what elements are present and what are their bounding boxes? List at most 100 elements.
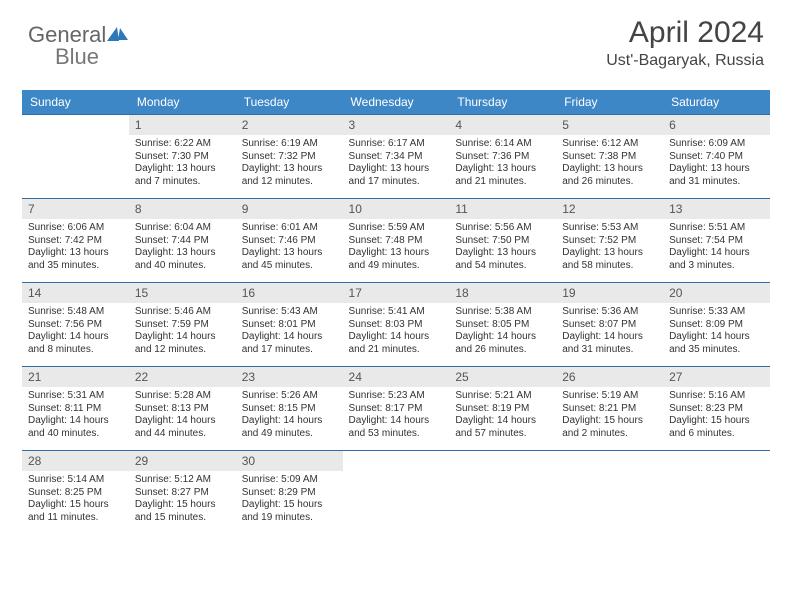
day-content: Sunrise: 5:28 AMSunset: 8:13 PMDaylight:… — [129, 387, 236, 444]
calendar-cell: 30Sunrise: 5:09 AMSunset: 8:29 PMDayligh… — [236, 451, 343, 535]
header: General Blue April 2024 Ust'-Bagaryak, R… — [0, 0, 792, 90]
calendar-cell: 14Sunrise: 5:48 AMSunset: 7:56 PMDayligh… — [22, 283, 129, 367]
day-number: 27 — [663, 367, 770, 387]
day-content: Sunrise: 5:16 AMSunset: 8:23 PMDaylight:… — [663, 387, 770, 444]
calendar-cell: 2Sunrise: 6:19 AMSunset: 7:32 PMDaylight… — [236, 115, 343, 199]
calendar-cell: 15Sunrise: 5:46 AMSunset: 7:59 PMDayligh… — [129, 283, 236, 367]
day-number: 4 — [449, 115, 556, 135]
calendar-row: 14Sunrise: 5:48 AMSunset: 7:56 PMDayligh… — [22, 283, 770, 367]
brand-sail2-icon — [118, 28, 128, 40]
calendar-cell: 28Sunrise: 5:14 AMSunset: 8:25 PMDayligh… — [22, 451, 129, 535]
calendar-row: 28Sunrise: 5:14 AMSunset: 8:25 PMDayligh… — [22, 451, 770, 535]
calendar-head: SundayMondayTuesdayWednesdayThursdayFrid… — [22, 90, 770, 115]
calendar-cell: 8Sunrise: 6:04 AMSunset: 7:44 PMDaylight… — [129, 199, 236, 283]
day-content: Sunrise: 5:51 AMSunset: 7:54 PMDaylight:… — [663, 219, 770, 276]
day-number: 11 — [449, 199, 556, 219]
day-header: Sunday — [22, 90, 129, 115]
calendar-cell: 23Sunrise: 5:26 AMSunset: 8:15 PMDayligh… — [236, 367, 343, 451]
day-number: 17 — [343, 283, 450, 303]
day-content: Sunrise: 6:19 AMSunset: 7:32 PMDaylight:… — [236, 135, 343, 192]
day-content: Sunrise: 5:59 AMSunset: 7:48 PMDaylight:… — [343, 219, 450, 276]
day-number: 7 — [22, 199, 129, 219]
day-content: Sunrise: 6:14 AMSunset: 7:36 PMDaylight:… — [449, 135, 556, 192]
calendar-cell — [343, 451, 450, 535]
brand-part2: Blue — [55, 44, 99, 70]
day-header: Thursday — [449, 90, 556, 115]
calendar-cell: 3Sunrise: 6:17 AMSunset: 7:34 PMDaylight… — [343, 115, 450, 199]
calendar-cell: 21Sunrise: 5:31 AMSunset: 8:11 PMDayligh… — [22, 367, 129, 451]
calendar-cell: 5Sunrise: 6:12 AMSunset: 7:38 PMDaylight… — [556, 115, 663, 199]
day-content: Sunrise: 5:31 AMSunset: 8:11 PMDaylight:… — [22, 387, 129, 444]
calendar-table: SundayMondayTuesdayWednesdayThursdayFrid… — [22, 90, 770, 535]
day-content: Sunrise: 5:48 AMSunset: 7:56 PMDaylight:… — [22, 303, 129, 360]
day-content: Sunrise: 6:01 AMSunset: 7:46 PMDaylight:… — [236, 219, 343, 276]
day-content: Sunrise: 5:53 AMSunset: 7:52 PMDaylight:… — [556, 219, 663, 276]
day-content: Sunrise: 5:46 AMSunset: 7:59 PMDaylight:… — [129, 303, 236, 360]
day-number: 6 — [663, 115, 770, 135]
calendar-cell — [556, 451, 663, 535]
calendar-cell: 4Sunrise: 6:14 AMSunset: 7:36 PMDaylight… — [449, 115, 556, 199]
day-content: Sunrise: 6:17 AMSunset: 7:34 PMDaylight:… — [343, 135, 450, 192]
day-content: Sunrise: 5:12 AMSunset: 8:27 PMDaylight:… — [129, 471, 236, 528]
calendar-row: 1Sunrise: 6:22 AMSunset: 7:30 PMDaylight… — [22, 115, 770, 199]
calendar-cell: 7Sunrise: 6:06 AMSunset: 7:42 PMDaylight… — [22, 199, 129, 283]
day-content: Sunrise: 6:06 AMSunset: 7:42 PMDaylight:… — [22, 219, 129, 276]
day-content: Sunrise: 6:04 AMSunset: 7:44 PMDaylight:… — [129, 219, 236, 276]
day-content: Sunrise: 5:26 AMSunset: 8:15 PMDaylight:… — [236, 387, 343, 444]
day-number: 12 — [556, 199, 663, 219]
calendar-cell: 12Sunrise: 5:53 AMSunset: 7:52 PMDayligh… — [556, 199, 663, 283]
day-number: 8 — [129, 199, 236, 219]
calendar-cell: 13Sunrise: 5:51 AMSunset: 7:54 PMDayligh… — [663, 199, 770, 283]
calendar-row: 21Sunrise: 5:31 AMSunset: 8:11 PMDayligh… — [22, 367, 770, 451]
day-number: 23 — [236, 367, 343, 387]
day-header: Saturday — [663, 90, 770, 115]
calendar-cell: 11Sunrise: 5:56 AMSunset: 7:50 PMDayligh… — [449, 199, 556, 283]
day-content: Sunrise: 5:19 AMSunset: 8:21 PMDaylight:… — [556, 387, 663, 444]
day-number: 14 — [22, 283, 129, 303]
calendar-cell: 19Sunrise: 5:36 AMSunset: 8:07 PMDayligh… — [556, 283, 663, 367]
day-header: Tuesday — [236, 90, 343, 115]
day-number: 24 — [343, 367, 450, 387]
calendar-row: 7Sunrise: 6:06 AMSunset: 7:42 PMDaylight… — [22, 199, 770, 283]
day-content: Sunrise: 5:38 AMSunset: 8:05 PMDaylight:… — [449, 303, 556, 360]
calendar-cell: 9Sunrise: 6:01 AMSunset: 7:46 PMDaylight… — [236, 199, 343, 283]
day-content: Sunrise: 5:21 AMSunset: 8:19 PMDaylight:… — [449, 387, 556, 444]
day-content: Sunrise: 5:33 AMSunset: 8:09 PMDaylight:… — [663, 303, 770, 360]
day-number: 28 — [22, 451, 129, 471]
calendar-cell: 17Sunrise: 5:41 AMSunset: 8:03 PMDayligh… — [343, 283, 450, 367]
day-number: 18 — [449, 283, 556, 303]
day-content: Sunrise: 5:36 AMSunset: 8:07 PMDaylight:… — [556, 303, 663, 360]
calendar-cell — [449, 451, 556, 535]
day-number: 1 — [129, 115, 236, 135]
calendar-cell: 26Sunrise: 5:19 AMSunset: 8:21 PMDayligh… — [556, 367, 663, 451]
day-number: 5 — [556, 115, 663, 135]
day-number: 25 — [449, 367, 556, 387]
day-header: Friday — [556, 90, 663, 115]
day-number: 16 — [236, 283, 343, 303]
location-label: Ust'-Bagaryak, Russia — [606, 52, 764, 70]
calendar-cell: 10Sunrise: 5:59 AMSunset: 7:48 PMDayligh… — [343, 199, 450, 283]
calendar-cell — [663, 451, 770, 535]
calendar-cell: 24Sunrise: 5:23 AMSunset: 8:17 PMDayligh… — [343, 367, 450, 451]
day-number: 20 — [663, 283, 770, 303]
day-content: Sunrise: 5:09 AMSunset: 8:29 PMDaylight:… — [236, 471, 343, 528]
calendar-cell: 1Sunrise: 6:22 AMSunset: 7:30 PMDaylight… — [129, 115, 236, 199]
day-header: Monday — [129, 90, 236, 115]
day-number: 3 — [343, 115, 450, 135]
day-content: Sunrise: 5:41 AMSunset: 8:03 PMDaylight:… — [343, 303, 450, 360]
title-block: April 2024 Ust'-Bagaryak, Russia — [606, 16, 764, 70]
day-content: Sunrise: 6:12 AMSunset: 7:38 PMDaylight:… — [556, 135, 663, 192]
calendar-cell — [22, 115, 129, 199]
calendar-cell: 20Sunrise: 5:33 AMSunset: 8:09 PMDayligh… — [663, 283, 770, 367]
day-number: 30 — [236, 451, 343, 471]
day-number: 22 — [129, 367, 236, 387]
calendar-cell: 22Sunrise: 5:28 AMSunset: 8:13 PMDayligh… — [129, 367, 236, 451]
day-content: Sunrise: 6:09 AMSunset: 7:40 PMDaylight:… — [663, 135, 770, 192]
day-number: 9 — [236, 199, 343, 219]
month-title: April 2024 — [606, 16, 764, 50]
calendar-cell: 16Sunrise: 5:43 AMSunset: 8:01 PMDayligh… — [236, 283, 343, 367]
day-content: Sunrise: 5:43 AMSunset: 8:01 PMDaylight:… — [236, 303, 343, 360]
day-content: Sunrise: 5:14 AMSunset: 8:25 PMDaylight:… — [22, 471, 129, 528]
day-content: Sunrise: 5:56 AMSunset: 7:50 PMDaylight:… — [449, 219, 556, 276]
day-number: 29 — [129, 451, 236, 471]
